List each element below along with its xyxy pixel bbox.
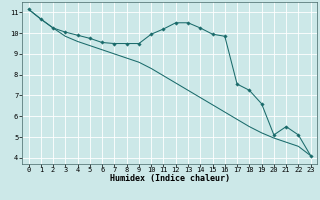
X-axis label: Humidex (Indice chaleur): Humidex (Indice chaleur) <box>110 174 230 183</box>
